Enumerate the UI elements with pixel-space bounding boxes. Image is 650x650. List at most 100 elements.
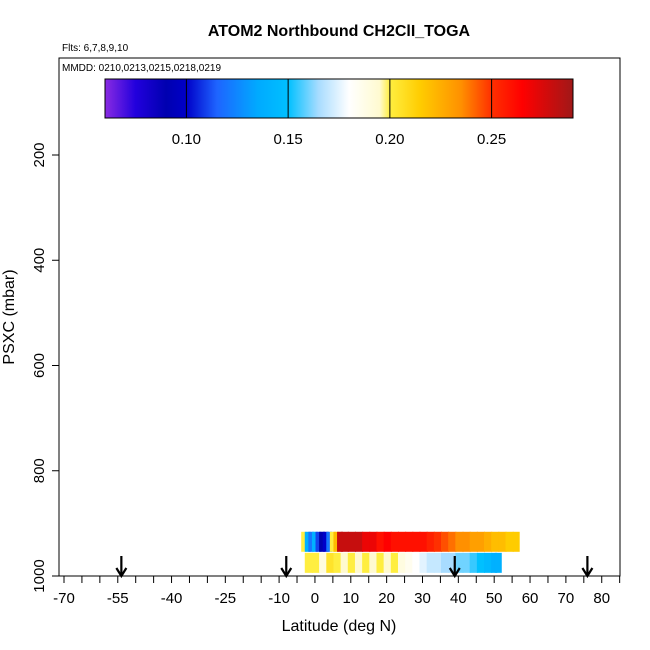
data-point: [383, 531, 392, 552]
data-point: [315, 531, 322, 552]
data-point: [329, 531, 336, 552]
data-point: [376, 552, 385, 573]
data-point: [462, 552, 471, 573]
data-point: [491, 531, 500, 552]
y-tick-label: 1000: [31, 559, 48, 592]
data-point: [340, 531, 349, 552]
data-point: [469, 531, 478, 552]
data-point: [397, 531, 407, 552]
data-point: [369, 531, 378, 552]
x-tick-label: -70: [53, 590, 75, 607]
data-point: [390, 552, 399, 573]
data-point: [347, 552, 356, 573]
x-tick-label: 20: [378, 590, 395, 607]
data-point: [455, 552, 464, 573]
x-tick-label: 80: [593, 590, 610, 607]
data-point: [455, 531, 464, 552]
data-point: [405, 552, 414, 573]
data-point: [347, 531, 356, 552]
y-tick-label: 600: [31, 353, 48, 378]
data-point: [304, 552, 313, 573]
data-point: [322, 531, 329, 552]
data-point: [476, 552, 486, 573]
colorbar-tick-label: 0.25: [477, 131, 506, 148]
x-tick-label: -10: [268, 590, 290, 607]
data-point: [390, 531, 399, 552]
data-point: [419, 531, 428, 552]
plot-frame: [58, 57, 621, 577]
data-point: [333, 552, 342, 573]
data-point: [484, 552, 493, 573]
x-tick-label: 30: [414, 590, 431, 607]
data-point: [491, 552, 498, 573]
data-point: [333, 531, 340, 552]
y-axis: 200 400 600 800 1000: [31, 142, 59, 593]
x-tick-label: -25: [214, 590, 236, 607]
data-point: [494, 552, 502, 573]
data-point: [326, 531, 333, 552]
data-point: [512, 531, 520, 552]
dates-note: MMDD: 0210,0213,0215,0218,0219: [62, 63, 221, 74]
data-point: [498, 531, 507, 552]
data-point: [376, 531, 385, 552]
y-tick-label: 400: [31, 248, 48, 273]
y-axis-label: PSXC (mbar): [1, 269, 18, 364]
data-point: [304, 531, 311, 552]
data-point: [484, 531, 493, 552]
data-point: [505, 531, 514, 552]
data-point: [369, 552, 378, 573]
data-point: [354, 531, 364, 552]
x-tick-label: 10: [342, 590, 359, 607]
data-point: [362, 552, 371, 573]
colorbar-tick-label: 0.10: [172, 131, 201, 148]
x-tick-label: 0: [311, 590, 319, 607]
down-arrow-icon: [115, 556, 128, 579]
colorbar: 0.10 0.15 0.20 0.25: [104, 78, 574, 148]
down-arrow-icon: [581, 556, 594, 579]
data-point: [433, 552, 442, 573]
colorbar-tick-label: 0.15: [274, 131, 303, 148]
data-point: [426, 531, 435, 552]
data-point: [441, 552, 450, 573]
data-point: [469, 552, 478, 573]
flight-arrows: [115, 556, 594, 579]
data-point: [448, 552, 457, 573]
data-point: [337, 531, 344, 552]
data-point: [301, 531, 308, 552]
x-tick-label: -55: [107, 590, 129, 607]
y-tick-label: 200: [31, 142, 48, 167]
x-axis: -70 -55 -40 -25 -10 0 10 20 30 40 50 60 70 80: [53, 576, 621, 607]
data-point: [441, 531, 450, 552]
data-point: [326, 552, 335, 573]
colorbar-tick-label: 0.20: [375, 131, 404, 148]
data-point: [397, 552, 407, 573]
y-tick-label: 800: [31, 458, 48, 483]
down-arrow-icon: [448, 556, 461, 579]
data-point: [426, 552, 435, 573]
x-axis-label: Latitude (deg N): [282, 618, 397, 635]
x-tick-label: 60: [522, 590, 539, 607]
x-tick-label: 50: [486, 590, 503, 607]
data-point: [319, 531, 326, 552]
x-tick-label: 70: [558, 590, 575, 607]
data-point: [319, 552, 328, 573]
x-tick-label: 40: [450, 590, 467, 607]
colorbar-gradient: [104, 78, 574, 119]
down-arrow-icon: [280, 556, 293, 579]
data-point: [354, 552, 364, 573]
x-tick-label: -40: [161, 590, 183, 607]
data-point: [419, 552, 428, 573]
data-point: [412, 552, 421, 573]
data-point: [462, 531, 471, 552]
data-point: [433, 531, 442, 552]
data-point: [308, 531, 315, 552]
data-points: [301, 531, 520, 573]
data-point: [311, 552, 321, 573]
data-point: [340, 552, 349, 573]
data-point: [383, 552, 392, 573]
data-point: [448, 531, 457, 552]
flights-note: Flts: 6,7,8,9,10: [62, 43, 129, 54]
data-point: [476, 531, 486, 552]
data-point: [311, 531, 318, 552]
